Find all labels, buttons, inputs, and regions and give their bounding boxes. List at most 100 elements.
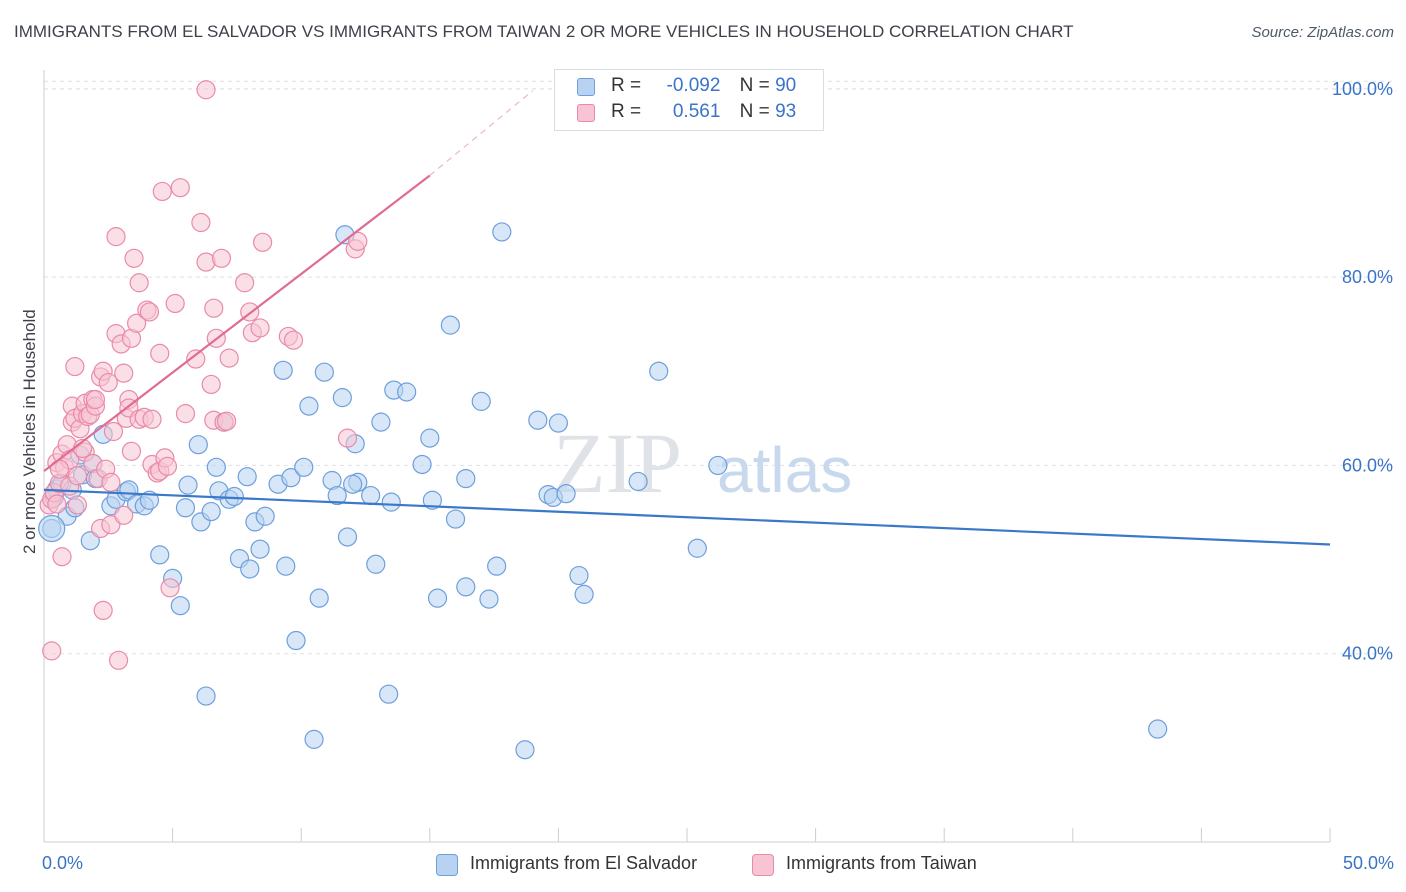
data-point — [106, 227, 126, 247]
data-point — [687, 538, 707, 558]
data-point — [420, 428, 440, 448]
data-point-large — [38, 514, 66, 543]
r-value-el-salvador: -0.092 — [666, 75, 721, 96]
data-point — [337, 428, 358, 448]
data-point — [556, 484, 576, 504]
data-point — [224, 486, 244, 507]
data-point — [121, 441, 142, 461]
data-point — [178, 475, 198, 495]
data-point — [283, 330, 304, 350]
data-point — [201, 501, 221, 522]
series-el-salvador — [38, 222, 1168, 760]
r-value-taiwan: 0.561 — [672, 101, 721, 122]
data-point — [479, 589, 499, 609]
data-point — [235, 273, 255, 293]
data-point — [366, 554, 386, 574]
data-point — [379, 684, 399, 704]
data-point — [65, 356, 85, 377]
y-tick-label: 60.0% — [1342, 455, 1393, 475]
data-point — [440, 315, 460, 335]
data-point — [103, 421, 124, 442]
data-point — [217, 411, 237, 431]
data-point — [108, 650, 129, 670]
data-point — [240, 559, 260, 579]
data-point — [628, 471, 648, 492]
y-tick-label: 40.0% — [1342, 644, 1393, 664]
trend-line-el-salvador — [43, 488, 1331, 546]
data-point — [337, 527, 358, 547]
data-point — [255, 506, 275, 526]
data-point — [165, 293, 185, 314]
data-point — [487, 556, 507, 576]
data-point — [85, 389, 106, 410]
data-point — [170, 596, 190, 616]
data-point — [422, 490, 442, 510]
trend-line-taiwan — [43, 174, 431, 472]
data-point — [348, 231, 368, 251]
data-point — [191, 212, 211, 233]
data-point — [139, 302, 160, 322]
n-value-taiwan: 93 — [775, 101, 797, 122]
series-legend: Immigrants from El Salvador Immigrants f… — [0, 850, 1406, 880]
data-point — [492, 222, 512, 242]
data-point — [150, 343, 170, 363]
data-point — [250, 318, 270, 338]
data-point — [250, 539, 270, 559]
data-point — [157, 456, 178, 476]
data-point — [52, 547, 72, 567]
data-point — [170, 178, 190, 198]
data-point — [445, 509, 466, 529]
data-point — [101, 472, 121, 492]
watermark-atlas: atlas — [717, 434, 852, 506]
chart-title: IMMIGRANTS FROM EL SALVADOR VS IMMIGRANT… — [14, 22, 1074, 41]
r-label: R = — [611, 75, 642, 96]
data-point — [196, 686, 216, 706]
data-point — [276, 556, 296, 576]
y-tick-label: 100.0% — [1332, 79, 1393, 99]
x-tick-label-max: 50.0% — [1342, 853, 1394, 873]
data-point — [649, 361, 669, 381]
data-point — [294, 457, 314, 477]
data-point — [528, 410, 548, 430]
data-point — [327, 485, 347, 506]
data-point — [304, 729, 324, 749]
data-point — [397, 382, 417, 402]
y-axis-label: 2 or more Vehicles in Household — [20, 309, 39, 554]
source-label: Source: ZipAtlas.com — [1251, 24, 1394, 41]
legend-swatch-blue — [577, 78, 595, 96]
data-point — [211, 248, 232, 268]
data-point — [80, 531, 100, 551]
correlation-legend: R = -0.092 N = 90 R = 0.561 N = 93 — [554, 69, 824, 131]
data-point — [114, 505, 134, 525]
data-point — [101, 515, 121, 535]
data-point — [152, 181, 172, 202]
n-label: N = — [739, 75, 770, 96]
data-point — [332, 388, 352, 408]
data-point — [456, 468, 476, 489]
data-point — [343, 474, 363, 494]
legend-label-el-salvador: Immigrants from El Salvador — [470, 853, 698, 873]
data-point — [142, 409, 162, 429]
legend-swatch-pink — [577, 104, 595, 122]
data-point — [456, 577, 476, 597]
y-tick-label: 80.0% — [1342, 267, 1393, 287]
data-point — [253, 232, 273, 252]
r-label: R = — [611, 101, 642, 122]
data-point — [206, 457, 226, 477]
data-point — [124, 248, 144, 268]
watermark: ZIP atlas — [553, 415, 852, 511]
data-point — [98, 372, 118, 393]
data-point — [186, 349, 206, 369]
data-point — [299, 396, 319, 416]
legend-swatch-pink — [752, 854, 774, 876]
axes — [43, 70, 1331, 843]
data-point — [427, 588, 448, 608]
data-point — [188, 435, 208, 455]
data-point — [574, 584, 594, 604]
data-point — [708, 455, 728, 476]
data-point — [67, 466, 88, 486]
series-taiwan — [39, 80, 368, 670]
data-point — [515, 740, 535, 760]
data-point — [569, 565, 589, 586]
